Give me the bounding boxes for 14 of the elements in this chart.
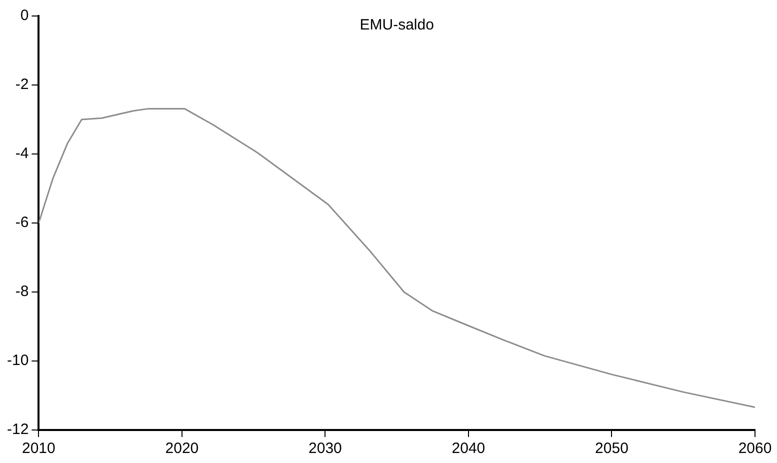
y-tick-label: -10 [6,352,29,370]
y-tick-label: -2 [15,76,29,94]
x-tick-label: 2040 [452,440,486,458]
chart-title: EMU-saldo [360,16,434,34]
y-tick-label: 0 [20,7,29,24]
x-tick-label: 2060 [738,440,772,458]
y-tick-label: -4 [15,145,29,162]
x-tick-label: 2050 [595,440,628,458]
x-tick-label: 2020 [165,440,199,458]
x-tick-label: 2030 [308,440,342,458]
y-tick-label: -6 [15,214,29,232]
x-tick-label: 2010 [22,440,56,458]
y-tick-label: -12 [6,421,29,438]
y-tick-label: -8 [15,283,29,300]
